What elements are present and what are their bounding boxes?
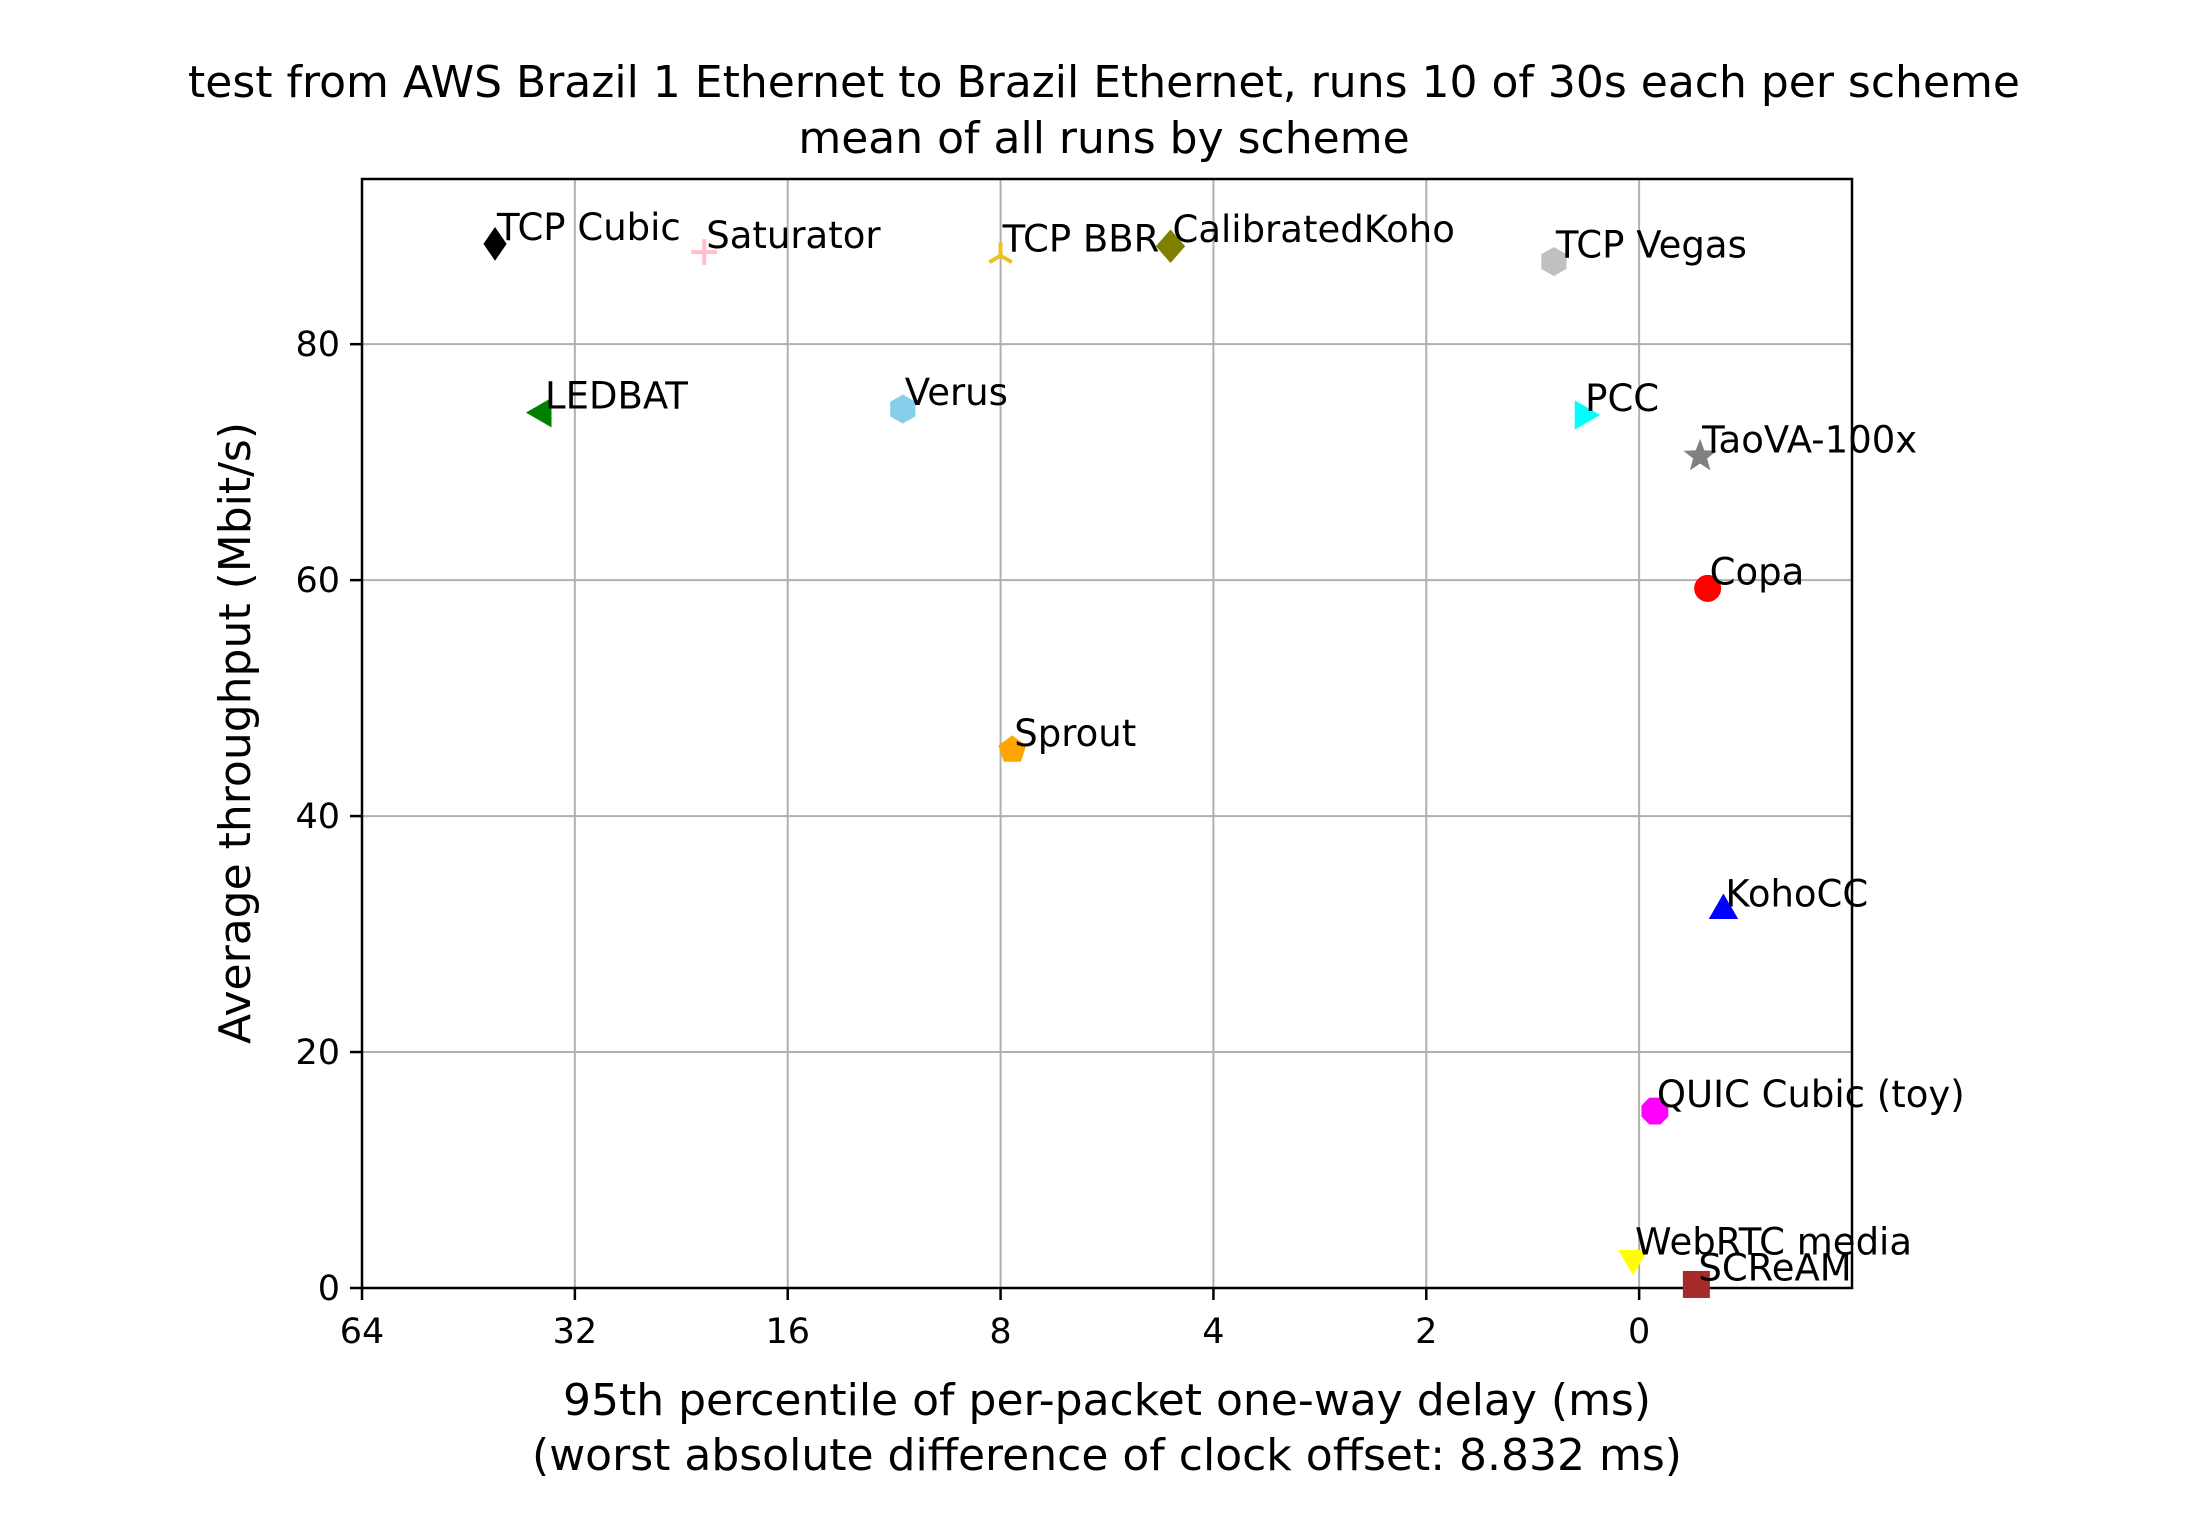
data-point [1708, 893, 1739, 919]
chart-title: test from AWS Brazil 1 Ethernet to Brazi… [188, 57, 2020, 108]
data-point [988, 242, 1013, 264]
data-point-label: Saturator [706, 214, 881, 257]
data-points [483, 227, 1739, 1298]
data-point-label: SCReAM [1698, 1246, 1851, 1289]
data-point-label: TCP BBR [1002, 218, 1160, 261]
data-point [483, 227, 507, 261]
y-tick-label: 60 [295, 561, 340, 601]
y-tick-label: 20 [295, 1033, 340, 1073]
data-point-label: TCP Vegas [1555, 224, 1747, 267]
x-tick-label: 64 [340, 1312, 385, 1352]
data-point-label: QUIC Cubic (toy) [1657, 1073, 1965, 1116]
x-tick-label: 0 [1628, 1312, 1650, 1352]
data-point [1541, 247, 1567, 277]
data-point [1155, 229, 1186, 264]
x-tick-label: 32 [553, 1312, 598, 1352]
data-point [998, 735, 1027, 762]
point-labels: TCP Cubic Saturator TCP BBR CalibratedKoho T… [496, 206, 1965, 1290]
y-tick-label: 40 [295, 797, 340, 837]
data-point [890, 394, 916, 424]
grid-lines [361, 179, 1852, 1289]
data-point-label: Copa [1710, 550, 1805, 593]
data-point [1694, 574, 1722, 602]
x-axis-label: 95th percentile of per-packet one-way de… [563, 1375, 1651, 1426]
data-point [1618, 1250, 1648, 1276]
plot-frame [360, 177, 1854, 1290]
data-point-label: WebRTC media [1635, 1221, 1912, 1264]
data-point-label: LEDBAT [545, 375, 688, 418]
x-tick-label: 8 [989, 1312, 1011, 1352]
y-axis-label: Average throughput (Mbit/s) [210, 422, 261, 1044]
data-point-label: TCP Cubic [496, 206, 681, 249]
data-point [1641, 1097, 1669, 1125]
y-tick-label: 0 [318, 1269, 340, 1309]
data-point [1574, 400, 1601, 430]
data-point [1683, 438, 1717, 471]
data-point-label: KohoCC [1725, 872, 1868, 915]
chart-subtitle: mean of all runs by scheme [798, 113, 1409, 164]
data-point-label: PCC [1585, 377, 1659, 420]
data-point-label: Sprout [1014, 712, 1136, 755]
y-tick-label: 80 [295, 325, 340, 365]
data-point [526, 397, 552, 428]
x-tick-label: 2 [1415, 1312, 1437, 1352]
data-point-label: Verus [905, 371, 1008, 414]
x-tick-label: 16 [765, 1312, 810, 1352]
x-axis-note: (worst absolute difference of clock offs… [532, 1430, 1682, 1481]
data-point-label: CalibratedKoho [1173, 208, 1455, 251]
data-point-label: TaoVA-100x [1701, 418, 1917, 461]
data-point [691, 239, 718, 266]
x-tick-label: 4 [1202, 1312, 1224, 1352]
data-point [1682, 1270, 1710, 1298]
